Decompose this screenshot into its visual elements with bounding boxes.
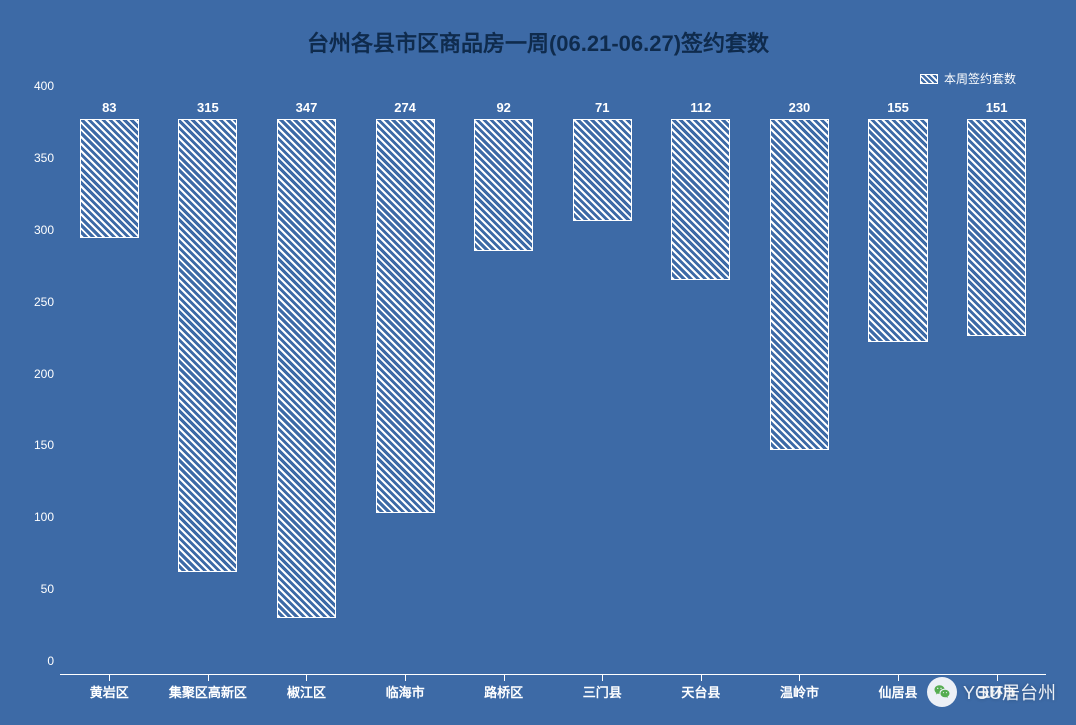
bar-slot: 230温岭市 xyxy=(750,100,849,675)
bar xyxy=(376,119,435,513)
x-tick-label: 三门县 xyxy=(553,682,652,701)
chart-title: 台州各县市区商品房一周(06.21-06.27)签约套数 xyxy=(0,26,1076,58)
bar xyxy=(474,119,533,251)
bar-slot: 274临海市 xyxy=(356,100,455,675)
x-tick-label: 路桥区 xyxy=(454,682,553,701)
legend: 本周签约套数 xyxy=(920,70,1016,87)
y-tick-label: 350 xyxy=(20,151,54,165)
bar-value-label: 230 xyxy=(789,100,811,115)
x-tick-mark xyxy=(504,675,505,681)
bar-value-label: 315 xyxy=(197,100,219,115)
bar-slot: 347椒江区 xyxy=(257,100,356,675)
wechat-icon xyxy=(927,677,957,707)
bar-value-label: 71 xyxy=(595,100,609,115)
y-tick-label: 400 xyxy=(20,79,54,93)
x-tick-mark xyxy=(109,675,110,681)
bar xyxy=(967,119,1026,336)
bar-slot: 151玉环市 xyxy=(947,100,1046,675)
y-tick-label: 200 xyxy=(20,367,54,381)
y-tick-label: 300 xyxy=(20,223,54,237)
bar-slot: 83黄岩区 xyxy=(60,100,159,675)
watermark-text: YOU居台州 xyxy=(963,679,1056,705)
bar xyxy=(178,119,237,572)
bar xyxy=(770,119,829,450)
y-tick-label: 50 xyxy=(20,582,54,596)
x-tick-mark xyxy=(701,675,702,681)
y-tick-label: 0 xyxy=(20,654,54,668)
legend-label: 本周签约套数 xyxy=(944,70,1016,87)
x-tick-label: 临海市 xyxy=(356,682,455,701)
bar xyxy=(573,119,632,221)
bar-value-label: 112 xyxy=(690,100,711,115)
x-tick-label: 黄岩区 xyxy=(60,682,159,701)
bar xyxy=(277,119,336,618)
x-tick-label: 天台县 xyxy=(652,682,751,701)
x-tick-label: 椒江区 xyxy=(257,682,356,701)
y-tick-label: 150 xyxy=(20,438,54,452)
y-tick-label: 250 xyxy=(20,295,54,309)
plot-area: 050100150200250300350400 83黄岩区315集聚区高新区3… xyxy=(60,100,1046,675)
legend-swatch xyxy=(920,74,938,84)
bars-group: 83黄岩区315集聚区高新区347椒江区274临海市92路桥区71三门县112天… xyxy=(60,100,1046,675)
y-tick-label: 100 xyxy=(20,510,54,524)
bar-value-label: 347 xyxy=(296,100,318,115)
watermark: YOU居台州 xyxy=(927,677,1056,707)
x-tick-mark xyxy=(898,675,899,681)
x-tick-mark xyxy=(602,675,603,681)
bar-value-label: 92 xyxy=(496,100,510,115)
bar-value-label: 155 xyxy=(887,100,909,115)
bar xyxy=(671,119,730,280)
bar xyxy=(868,119,927,342)
bar-slot: 315集聚区高新区 xyxy=(159,100,258,675)
x-tick-mark xyxy=(799,675,800,681)
x-tick-label: 集聚区高新区 xyxy=(159,682,258,701)
bar-slot: 92路桥区 xyxy=(454,100,553,675)
x-tick-mark xyxy=(306,675,307,681)
bar-value-label: 83 xyxy=(102,100,116,115)
bar-value-label: 274 xyxy=(394,100,416,115)
x-tick-label: 温岭市 xyxy=(750,682,849,701)
bar xyxy=(80,119,139,238)
chart-container: 台州各县市区商品房一周(06.21-06.27)签约套数 本周签约套数 0 50 1… xyxy=(0,0,1076,725)
x-tick-mark xyxy=(208,675,209,681)
bar-slot: 71三门县 xyxy=(553,100,652,675)
x-tick-mark xyxy=(405,675,406,681)
bar-value-label: 151 xyxy=(986,100,1008,115)
bar-slot: 155仙居县 xyxy=(849,100,948,675)
bar-slot: 112天台县 xyxy=(652,100,751,675)
